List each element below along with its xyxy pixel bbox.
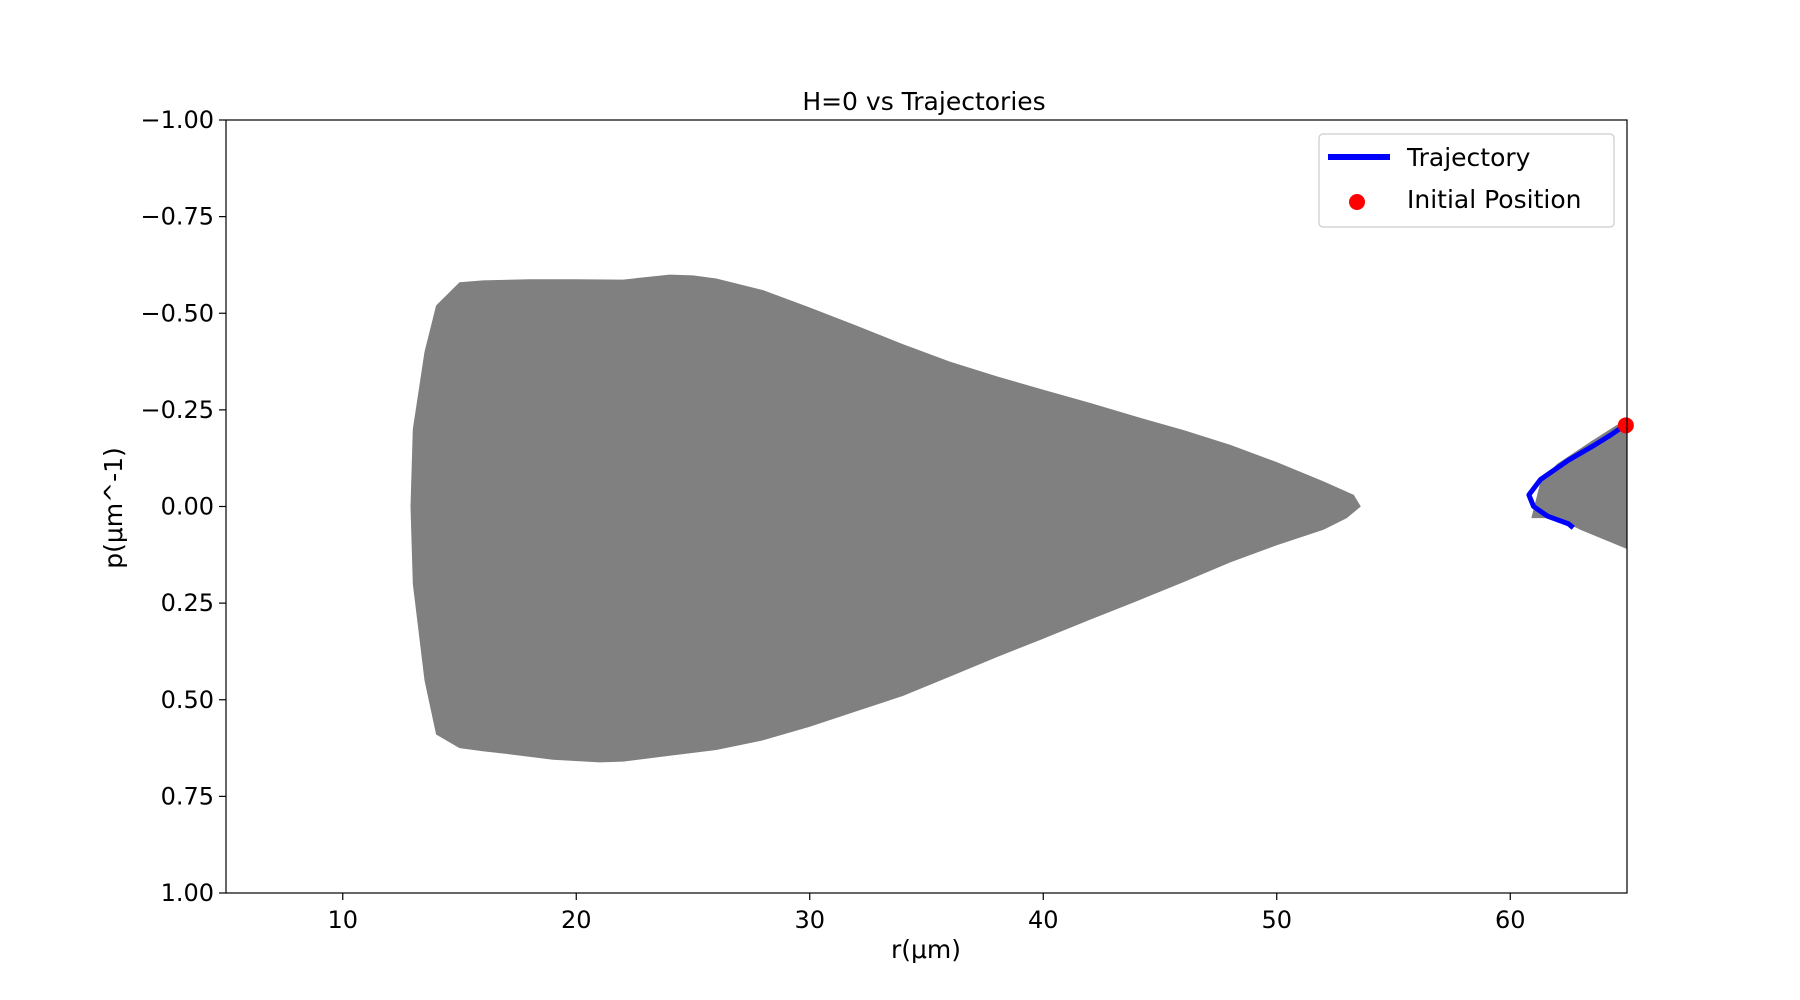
- x-tick-label: 60: [1495, 906, 1526, 934]
- y-tick-label: −0.50: [140, 299, 214, 327]
- y-axis: −1.00 −0.75 −0.50 −0.25 0.00 0.25 0.50 0.75 1.00: [140, 106, 226, 907]
- x-tick-label: 10: [327, 906, 358, 934]
- y-tick-label: 0.75: [161, 782, 214, 810]
- trajectory-line-1: [1526, 423, 1627, 530]
- y-tick-label: 0.25: [161, 589, 214, 617]
- x-axis-title: r(μm): [891, 935, 961, 964]
- legend-initial-position-label: Initial Position: [1407, 185, 1581, 214]
- x-tick-label: 50: [1261, 906, 1292, 934]
- legend: Trajectory Initial Position: [1318, 133, 1615, 228]
- chart-title: H=0 vs Trajectories: [802, 87, 1045, 116]
- y-tick-label: 1.00: [161, 879, 214, 907]
- h0-region-1: [410, 274, 1361, 763]
- y-tick-label: −0.25: [140, 396, 214, 424]
- x-axis: 10 20 30 40 50 60: [327, 893, 1526, 934]
- x-tick-label: 30: [794, 906, 825, 934]
- legend-initial-position-swatch: [1349, 194, 1365, 210]
- y-axis-title: p(μm^-1): [99, 447, 128, 569]
- y-tick-label: 0.50: [161, 686, 214, 714]
- legend-frame: [1318, 133, 1615, 228]
- trajectory-layer: [1526, 423, 1627, 530]
- legend-trajectory-label: Trajectory: [1406, 143, 1531, 172]
- plot-area: [225, 119, 1634, 894]
- y-tick-label: 0.00: [161, 493, 214, 521]
- initial-position-point: [1617, 417, 1634, 434]
- y-tick-label: −1.00: [140, 106, 214, 134]
- x-tick-label: 40: [1028, 906, 1059, 934]
- y-tick-label: −0.75: [140, 203, 214, 231]
- x-tick-label: 20: [561, 906, 592, 934]
- initial-position-layer: [1617, 417, 1634, 434]
